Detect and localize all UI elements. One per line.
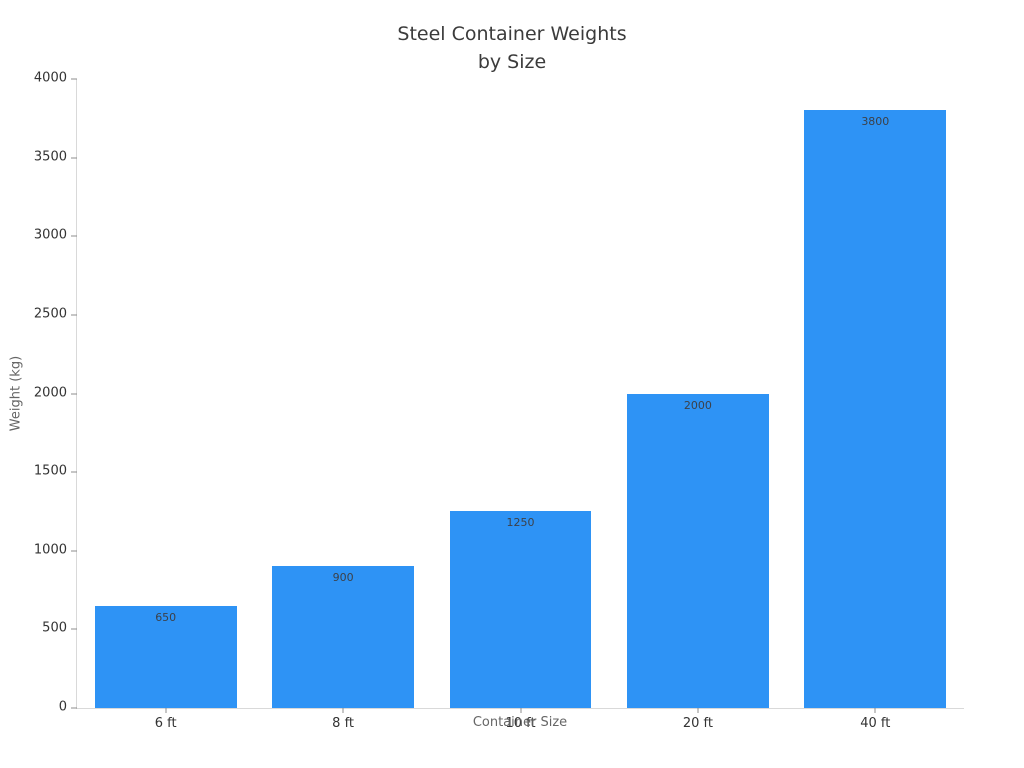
- y-tick-mark: 2000: [34, 385, 77, 400]
- bar-slot: 1250: [432, 79, 609, 708]
- bar-value-label: 900: [332, 571, 354, 585]
- y-tick-mark: 500: [42, 621, 77, 636]
- bar: 2000: [626, 393, 769, 708]
- x-tick-label: 8 ft: [332, 716, 355, 731]
- y-tick-label: 1000: [33, 542, 67, 558]
- y-tick-label: 500: [42, 620, 67, 636]
- bar: 900: [272, 566, 415, 708]
- x-tick-label: 40 ft: [860, 716, 891, 731]
- y-tick-label: 0: [58, 699, 67, 715]
- y-tick-label: 2000: [33, 385, 67, 400]
- y-tick-label: 4000: [33, 70, 67, 86]
- y-tick-label: 1500: [33, 463, 67, 479]
- plot-area: 650 900 1250 2000 3800 0 500 1000 1500 2000 2500 3…: [34, 71, 964, 731]
- bar-series: 650 900 1250 2000 3800: [77, 79, 964, 708]
- y-tick-mark: 3000: [34, 228, 77, 243]
- y-tick-mark: 3500: [34, 149, 77, 164]
- bar-slot: 2000: [609, 79, 786, 708]
- x-tick-mark: 40 ft: [860, 708, 890, 731]
- bar: 3800: [804, 110, 947, 708]
- bar-slot: 900: [254, 79, 431, 708]
- y-tick-label: 3500: [33, 149, 67, 165]
- bar-value-label: 3800: [861, 115, 890, 129]
- y-tick-label: 2500: [33, 306, 67, 322]
- x-tick-mark: 8 ft: [332, 708, 354, 731]
- x-tick-label: 6 ft: [154, 716, 177, 731]
- x-tick-mark: 6 ft: [155, 708, 177, 731]
- y-tick-mark: 0: [59, 700, 77, 715]
- chart-title: Steel Container Weights by Size: [397, 23, 627, 73]
- bar-slot: 650: [77, 79, 254, 708]
- y-axis-title: Weight (kg): [8, 355, 24, 432]
- x-axis-title: Container Size: [472, 715, 568, 730]
- bar-value-label: 650: [155, 610, 177, 624]
- y-tick-mark: 2500: [34, 306, 77, 321]
- bar-value-label: 2000: [683, 398, 712, 412]
- y-tick-mark: 1500: [34, 464, 77, 479]
- x-tick-mark: 20 ft: [683, 708, 713, 731]
- bar-slot: 3800: [787, 79, 964, 708]
- x-tick-label: 20 ft: [682, 716, 713, 731]
- y-tick-mark: 4000: [34, 71, 77, 86]
- bar-value-label: 1250: [506, 516, 535, 530]
- x-tick-label: 10 ft: [505, 716, 536, 731]
- y-tick-label: 3000: [33, 227, 67, 243]
- y-tick-mark: 1000: [34, 542, 77, 557]
- bar: 650: [94, 605, 237, 708]
- bar: 1250: [449, 511, 592, 708]
- x-tick-mark: 10 ft: [505, 708, 536, 731]
